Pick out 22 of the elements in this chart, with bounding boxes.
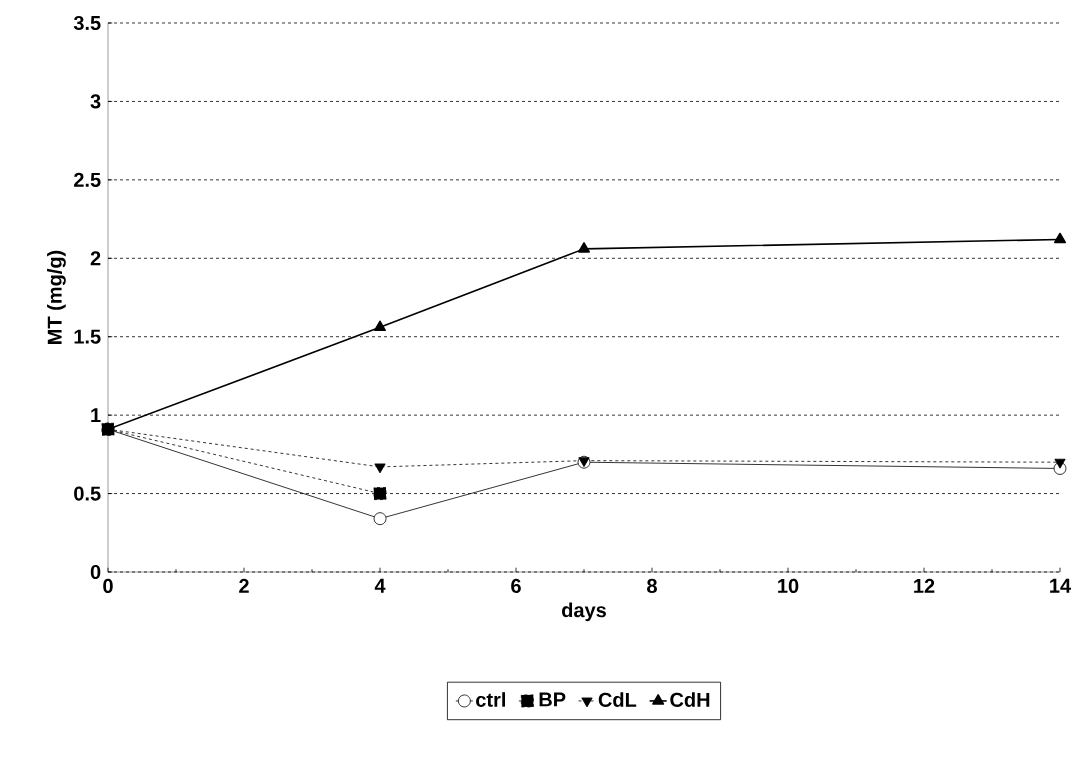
x-tick-label: 6 xyxy=(511,578,521,594)
y-tick-label: 0 xyxy=(90,564,101,580)
y-tick-label: 0.5 xyxy=(74,486,101,501)
y-tick-label: 3.5 xyxy=(73,15,101,31)
x-tick-label: 0 xyxy=(103,578,113,594)
x-axis-title: days xyxy=(562,602,606,622)
legend-label: ctrl xyxy=(476,692,505,707)
y-tick-label: 3 xyxy=(90,94,101,109)
y-tick-label: 1.5 xyxy=(74,329,101,344)
x-tick-label: 2 xyxy=(239,578,249,593)
legend-label: CdL xyxy=(598,692,637,707)
y-axis-title: MT (mg/g) xyxy=(47,250,66,344)
x-tick-label: 4 xyxy=(374,578,386,593)
legend-label: BP xyxy=(539,692,566,707)
legend-label: CdH xyxy=(670,692,710,707)
x-tick-label: 8 xyxy=(647,578,657,594)
x-tick-label: 10 xyxy=(778,578,799,594)
x-tick-label: 14 xyxy=(1050,578,1072,593)
y-tick-label: 1 xyxy=(91,408,101,423)
y-tick-label: 2.5 xyxy=(74,172,101,187)
y-tick-label: 2 xyxy=(90,251,101,266)
x-tick-label: 12 xyxy=(914,578,935,593)
